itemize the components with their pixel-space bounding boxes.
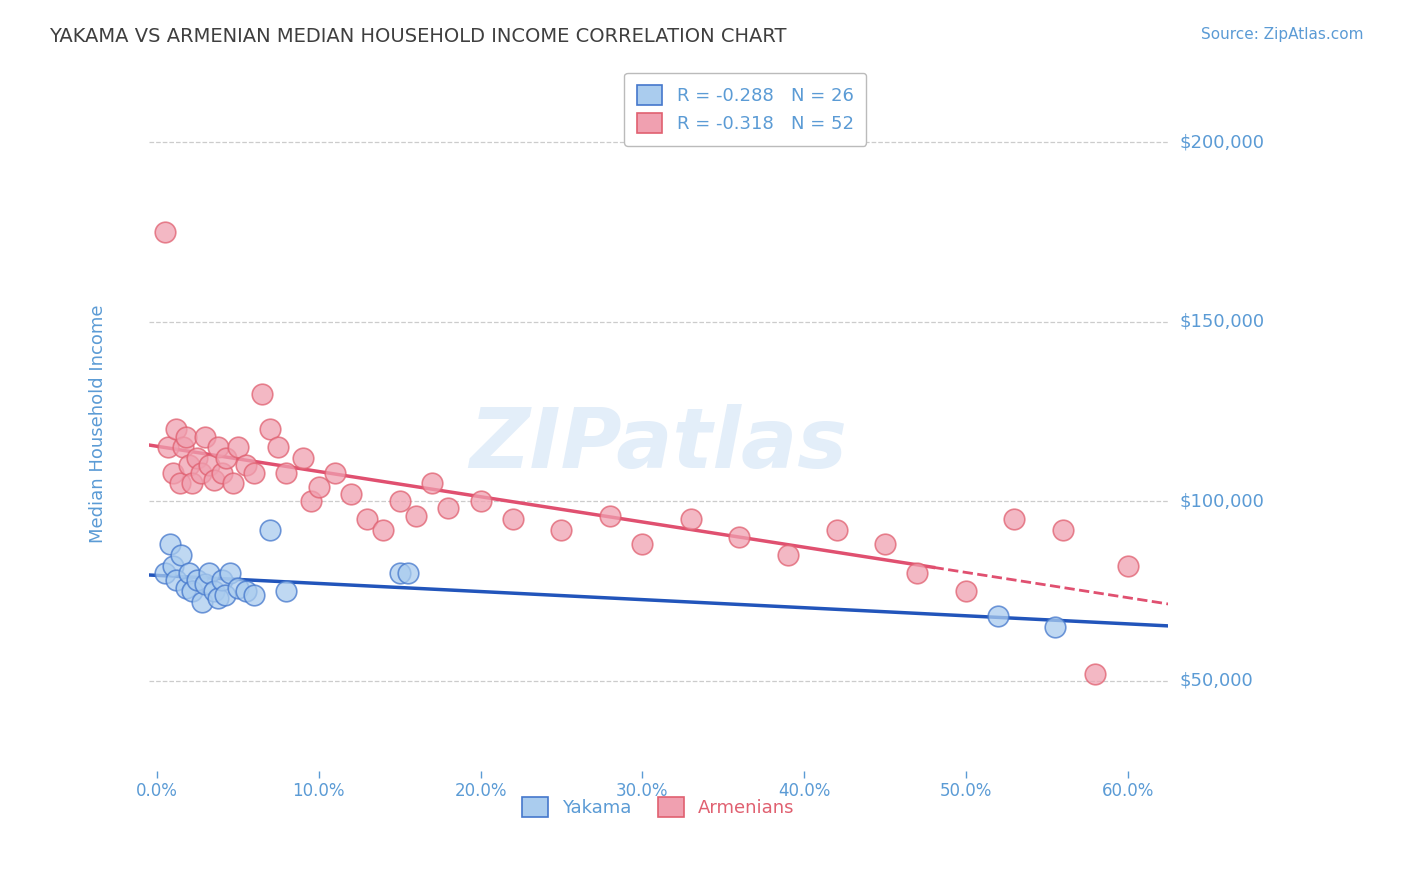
Point (215, 451, 238, 466)
Text: YAKAMA VS ARMENIAN MEDIAN HOUSEHOLD INCOME CORRELATION CHART: YAKAMA VS ARMENIAN MEDIAN HOUSEHOLD INCO… (49, 27, 787, 45)
Point (373, 523, 395, 537)
Point (679, 512, 702, 526)
Point (243, 588, 266, 602)
Point (955, 584, 977, 599)
Point (873, 537, 896, 551)
Point (1052, 523, 1074, 537)
Point (776, 548, 799, 562)
Legend: Yakama, Armenians: Yakama, Armenians (515, 789, 801, 824)
Text: $150,000: $150,000 (1180, 313, 1264, 331)
Point (631, 537, 654, 551)
Point (470, 494, 492, 508)
Point (259, 422, 281, 436)
Point (905, 566, 928, 581)
Point (202, 584, 225, 599)
Point (226, 441, 249, 455)
Point (222, 476, 245, 491)
Point (235, 458, 257, 473)
Text: Source: ZipAtlas.com: Source: ZipAtlas.com (1201, 27, 1364, 42)
Point (235, 584, 257, 599)
Point (165, 422, 187, 436)
Point (162, 466, 184, 480)
Point (502, 512, 524, 526)
Point (276, 466, 298, 480)
Point (202, 473, 225, 487)
Point (181, 476, 204, 491)
Point (1004, 512, 1026, 526)
Point (276, 584, 298, 599)
Point (211, 574, 233, 588)
Point (170, 548, 193, 562)
Point (186, 574, 208, 588)
Point (197, 566, 219, 581)
Point (218, 566, 240, 581)
Point (197, 458, 219, 473)
Point (1084, 666, 1107, 681)
Point (825, 523, 848, 537)
Point (159, 537, 181, 551)
Point (405, 508, 427, 523)
Point (259, 523, 281, 537)
Point (420, 476, 443, 491)
Point (437, 501, 460, 516)
Point (388, 494, 411, 508)
Text: $100,000: $100,000 (1180, 492, 1264, 510)
Point (550, 523, 572, 537)
Point (987, 609, 1010, 624)
Point (190, 466, 212, 480)
Point (323, 466, 346, 480)
Point (291, 451, 314, 466)
Text: $50,000: $50,000 (1180, 672, 1253, 690)
Point (340, 487, 363, 501)
Point (153, 566, 176, 581)
Point (179, 566, 201, 581)
Point (599, 508, 621, 523)
Point (181, 584, 204, 599)
Point (250, 386, 273, 401)
Point (243, 466, 266, 480)
Point (153, 225, 176, 239)
Point (207, 591, 229, 606)
Point (299, 494, 322, 508)
Point (186, 451, 208, 466)
Point (267, 441, 290, 455)
Point (226, 581, 249, 595)
Point (162, 558, 184, 573)
Point (172, 441, 194, 455)
Point (1116, 558, 1139, 573)
Point (194, 430, 217, 444)
Point (174, 581, 197, 595)
Point (169, 476, 191, 491)
Text: Median Household Income: Median Household Income (89, 305, 107, 543)
Point (211, 466, 233, 480)
Point (157, 441, 180, 455)
Point (214, 588, 236, 602)
Point (396, 566, 419, 581)
Point (1043, 620, 1066, 634)
Point (179, 458, 201, 473)
Text: ZIPatlas: ZIPatlas (470, 404, 848, 485)
Point (728, 530, 751, 544)
Point (356, 512, 378, 526)
Point (207, 441, 229, 455)
Point (165, 574, 187, 588)
Point (308, 480, 330, 494)
Point (388, 566, 411, 581)
Point (191, 595, 214, 609)
Text: $200,000: $200,000 (1180, 133, 1264, 151)
Point (194, 577, 217, 591)
Point (174, 430, 197, 444)
